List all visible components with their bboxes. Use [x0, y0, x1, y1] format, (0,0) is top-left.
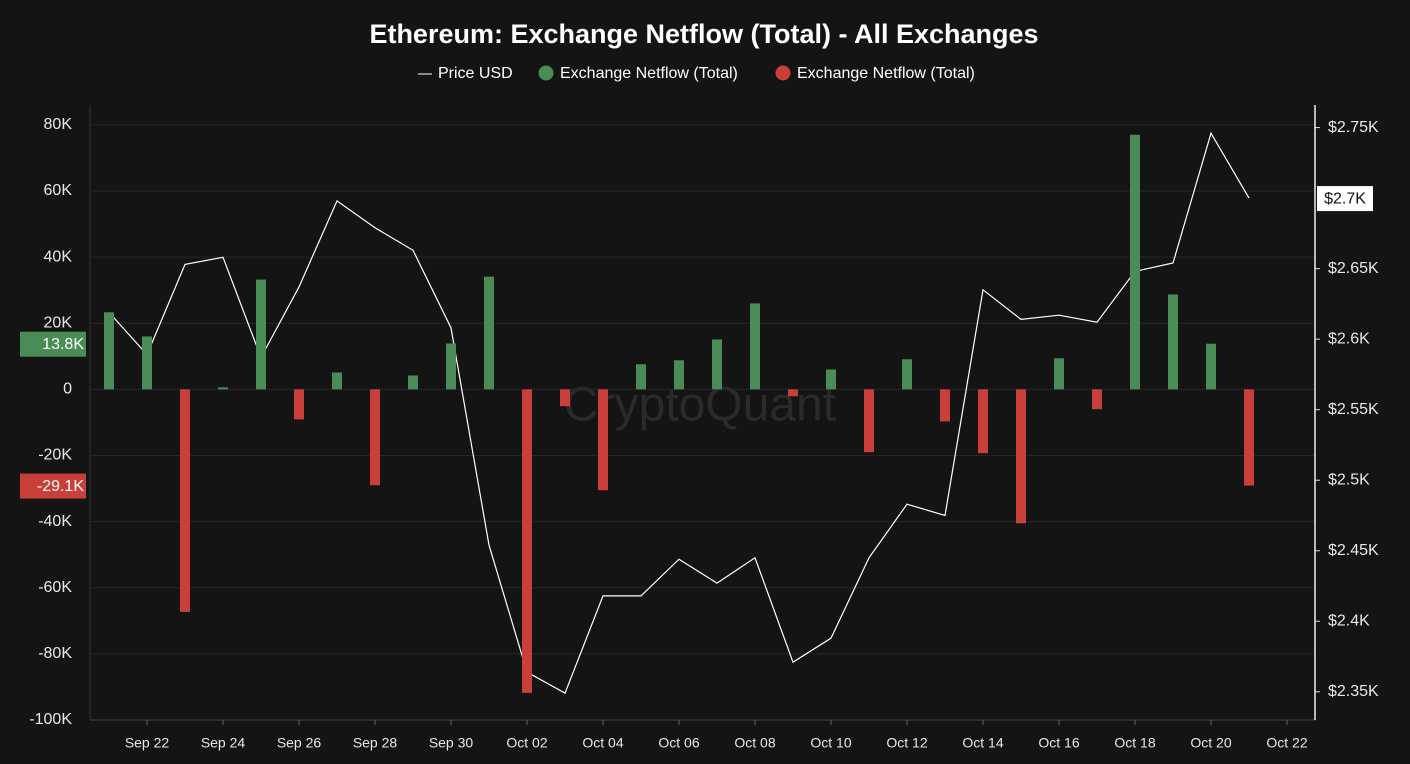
bar [1244, 389, 1254, 486]
bar [1168, 294, 1178, 390]
bar [218, 387, 228, 390]
bar [256, 279, 266, 390]
legend-marker [538, 65, 554, 81]
bar [1054, 358, 1064, 390]
bar [902, 359, 912, 390]
y-tick-label: -20K [38, 447, 72, 464]
bar [1016, 389, 1026, 524]
y-tick-label: 80K [44, 116, 73, 133]
price-flag-label: $2.7K [1324, 190, 1366, 207]
bar [522, 389, 532, 693]
y-tick-label: -80K [38, 645, 72, 662]
bar [560, 389, 570, 407]
chart-title: Ethereum: Exchange Netflow (Total) - All… [369, 19, 1038, 49]
legend-marker [775, 65, 791, 81]
x-tick-label: Oct 10 [810, 735, 851, 751]
bar [180, 389, 190, 612]
legend-label: Exchange Netflow (Total) [560, 65, 738, 82]
x-tick-label: Oct 08 [734, 735, 775, 751]
value-flag-label: 13.8K [42, 336, 84, 353]
bar [104, 312, 114, 390]
bar [370, 389, 380, 486]
x-tick-label: Sep 28 [353, 735, 398, 751]
y2-tick-label: $2.6K [1328, 330, 1370, 347]
x-tick-label: Sep 24 [201, 735, 246, 751]
bar [446, 343, 456, 390]
y-tick-label: 40K [44, 248, 73, 265]
bar [484, 276, 494, 390]
x-tick-label: Sep 22 [125, 735, 170, 751]
bar [598, 389, 608, 491]
y2-tick-label: $2.65K [1328, 260, 1379, 277]
bar [788, 389, 798, 397]
x-tick-label: Oct 02 [506, 735, 547, 751]
value-flag [20, 473, 86, 499]
value-flag [20, 331, 86, 357]
y2-tick-label: $2.55K [1328, 401, 1379, 418]
y-tick-label: -60K [38, 579, 72, 596]
bar [940, 389, 950, 422]
y-tick-label: 0 [63, 381, 72, 398]
y-tick-label: -40K [38, 513, 72, 530]
value-flag-label: -29.1K [37, 478, 84, 495]
bar [978, 389, 988, 454]
bar [674, 360, 684, 390]
x-tick-label: Oct 12 [886, 735, 927, 751]
y-tick-label: 20K [44, 314, 73, 331]
price-flag [1317, 186, 1373, 212]
x-tick-label: Oct 18 [1114, 735, 1155, 751]
bar [1130, 134, 1140, 390]
x-tick-label: Oct 20 [1190, 735, 1231, 751]
bar [332, 372, 342, 390]
legend-label: Price USD [438, 65, 513, 82]
bar [826, 369, 836, 390]
x-tick-label: Oct 04 [582, 735, 623, 751]
bar [294, 389, 304, 420]
y-tick-label: 60K [44, 182, 73, 199]
x-tick-label: Oct 16 [1038, 735, 1079, 751]
y2-tick-label: $2.45K [1328, 542, 1379, 559]
bar [408, 375, 418, 390]
bar [1092, 389, 1102, 410]
bar [142, 336, 152, 390]
y-tick-label: -100K [29, 711, 72, 728]
x-tick-label: Sep 26 [277, 735, 322, 751]
y2-tick-label: $2.75K [1328, 119, 1379, 136]
legend-label: Exchange Netflow (Total) [797, 65, 975, 82]
y2-tick-label: $2.5K [1328, 471, 1370, 488]
bar [1206, 343, 1216, 390]
bar [864, 389, 874, 453]
x-tick-label: Oct 06 [658, 735, 699, 751]
bar [636, 364, 646, 390]
price-line [108, 131, 1250, 695]
bar [712, 339, 722, 390]
x-tick-label: Oct 14 [962, 735, 1003, 751]
watermark: CryptoQuant [564, 379, 836, 432]
x-tick-label: Oct 22 [1266, 735, 1307, 751]
y2-tick-label: $2.4K [1328, 612, 1370, 629]
y2-tick-label: $2.35K [1328, 683, 1379, 700]
x-tick-label: Sep 30 [429, 735, 474, 751]
bar [750, 303, 760, 390]
